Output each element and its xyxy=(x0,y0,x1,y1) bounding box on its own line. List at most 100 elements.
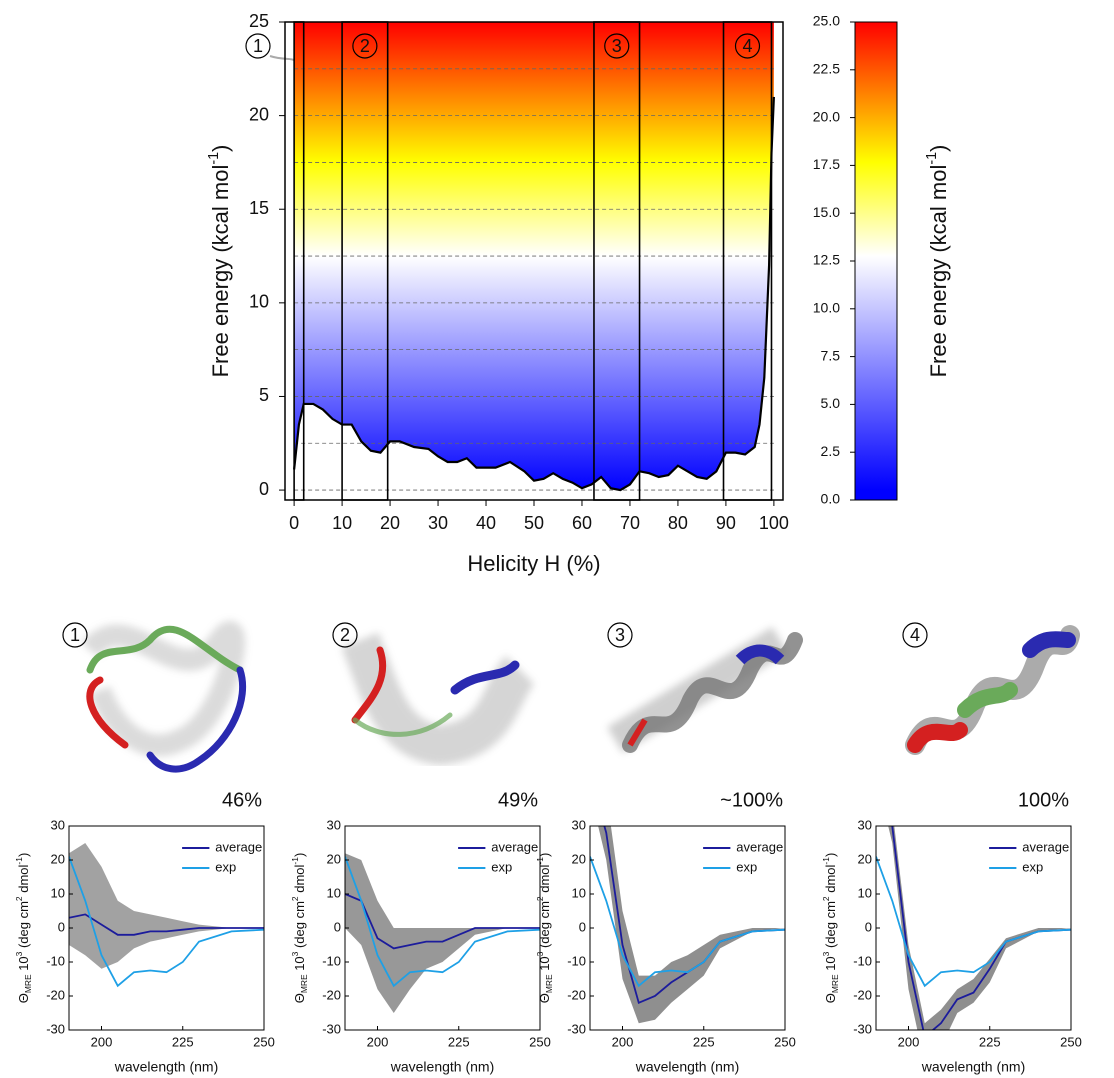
colorbar-tick-label: 7.5 xyxy=(821,347,841,363)
label-part: MRE xyxy=(544,974,554,993)
y-tick-label: -30 xyxy=(322,1021,341,1036)
y-tick-label: 5 xyxy=(259,385,269,405)
colorbar-tick-label: 25.0 xyxy=(813,13,840,29)
y-tick-label: 30 xyxy=(327,817,341,832)
axis-label: ΘMRE 103 (deg cm2 dmol-1) xyxy=(535,853,554,1004)
label-part: 10 xyxy=(292,956,307,974)
y-tick-label: 10 xyxy=(858,885,872,900)
x-axis-title: wavelength (nm) xyxy=(635,1059,740,1075)
x-tick-label: 200 xyxy=(612,1034,634,1049)
label-part: 2 xyxy=(535,896,545,901)
label-part: -1 xyxy=(821,857,831,865)
label-part: dmol xyxy=(537,864,552,896)
y-tick-label: 10 xyxy=(51,885,65,900)
x-tick-label: 225 xyxy=(448,1034,470,1049)
x-tick-label: 40 xyxy=(476,513,496,533)
spectrum-line xyxy=(590,856,785,988)
label-part: 10 xyxy=(537,956,552,974)
legend-label: average xyxy=(491,839,538,854)
legend-label: exp xyxy=(215,859,236,874)
molecule-3 xyxy=(607,627,803,753)
y-tick-label: -30 xyxy=(46,1021,65,1036)
region-label: 3 xyxy=(612,36,622,56)
spectrum-line xyxy=(876,856,1071,988)
x-tick-label: 200 xyxy=(91,1034,113,1049)
label-part: -1 xyxy=(924,152,940,165)
label-part: 3 xyxy=(821,951,831,956)
label-part: 10 xyxy=(823,956,838,974)
x-tick-label: 30 xyxy=(428,513,448,533)
label-part: Θ xyxy=(292,993,307,1003)
axis-label: ΘMRE 103 (deg cm2 dmol-1) xyxy=(821,853,840,1004)
label-part: -1 xyxy=(535,857,545,865)
plot-area xyxy=(590,826,785,1024)
panel-badge xyxy=(902,622,928,648)
y-tick-label: -20 xyxy=(322,987,341,1002)
x-tick-label: 70 xyxy=(620,513,640,533)
y-tick-label: 20 xyxy=(249,104,269,124)
x-tick-label: 10 xyxy=(332,513,352,533)
y-tick-label: -30 xyxy=(853,1021,872,1036)
label-part: 3 xyxy=(290,951,300,956)
label-part: (deg cm xyxy=(537,901,552,952)
label-part: ) xyxy=(823,853,838,857)
colorbar-tick-label: 20.0 xyxy=(813,108,840,124)
panel-label: 3 xyxy=(615,625,625,645)
spectrum-line xyxy=(345,893,540,950)
helicity-annotation: ~100% xyxy=(720,789,783,811)
label-part: 2 xyxy=(14,896,24,901)
label-part: MRE xyxy=(299,974,309,993)
label-part: 2 xyxy=(290,896,300,901)
y-tick-label: -30 xyxy=(567,1021,586,1036)
colorbar xyxy=(854,21,898,501)
label-part: dmol xyxy=(292,864,307,896)
colorbar-tick-label: 17.5 xyxy=(813,156,840,172)
label-part: ) xyxy=(16,853,31,857)
legend-label: average xyxy=(1022,839,1069,854)
legend-label: exp xyxy=(1022,859,1043,874)
panel-badge xyxy=(332,622,358,648)
region-label: 1 xyxy=(253,36,263,56)
y-tick-label: -20 xyxy=(567,987,586,1002)
x-axis-title: Helicity H (%) xyxy=(467,551,600,576)
label-part: dmol xyxy=(16,864,31,896)
label-part: ) xyxy=(926,145,951,152)
panel-label: 4 xyxy=(910,625,920,645)
y-tick-label: 15 xyxy=(249,198,269,218)
x-tick-label: 60 xyxy=(572,513,592,533)
label-part: 3 xyxy=(535,951,545,956)
y-tick-label: -20 xyxy=(853,987,872,1002)
spectrum-line xyxy=(69,856,264,988)
x-axis-title: wavelength (nm) xyxy=(390,1059,495,1075)
colorbar-tick-label: 5.0 xyxy=(821,395,841,411)
plot-area xyxy=(345,853,540,1013)
region-badge xyxy=(734,33,761,59)
x-axis-title: wavelength (nm) xyxy=(114,1059,219,1075)
colorbar-tick-label: 0.0 xyxy=(821,491,841,507)
label-part: (deg cm xyxy=(16,901,31,952)
energy-curve xyxy=(293,96,775,492)
axis-label: Free energy (kcal mol-1) xyxy=(924,145,951,378)
label-part: Free energy (kcal mol xyxy=(208,165,233,378)
x-tick-label: 250 xyxy=(774,1034,796,1049)
annotation-arrow xyxy=(269,55,295,61)
x-tick-label: 250 xyxy=(529,1034,551,1049)
x-tick-label: 225 xyxy=(693,1034,715,1049)
legend-label: average xyxy=(736,839,783,854)
y-tick-label: -10 xyxy=(322,953,341,968)
y-tick-label: -20 xyxy=(46,987,65,1002)
y-tick-label: 10 xyxy=(327,885,341,900)
x-tick-label: 90 xyxy=(716,513,736,533)
label-part: ) xyxy=(208,145,233,152)
y-tick-label: 10 xyxy=(249,292,269,312)
label-part: -1 xyxy=(206,152,222,165)
region-badge xyxy=(604,33,630,59)
x-tick-label: 250 xyxy=(1060,1034,1082,1049)
x-tick-label: 200 xyxy=(898,1034,920,1049)
region-badge xyxy=(245,33,271,59)
label-part: Free energy (kcal mol xyxy=(926,165,951,378)
y-tick-label: 30 xyxy=(572,817,586,832)
y-tick-label: 20 xyxy=(858,851,872,866)
colorbar-tick-label: 10.0 xyxy=(813,300,840,316)
